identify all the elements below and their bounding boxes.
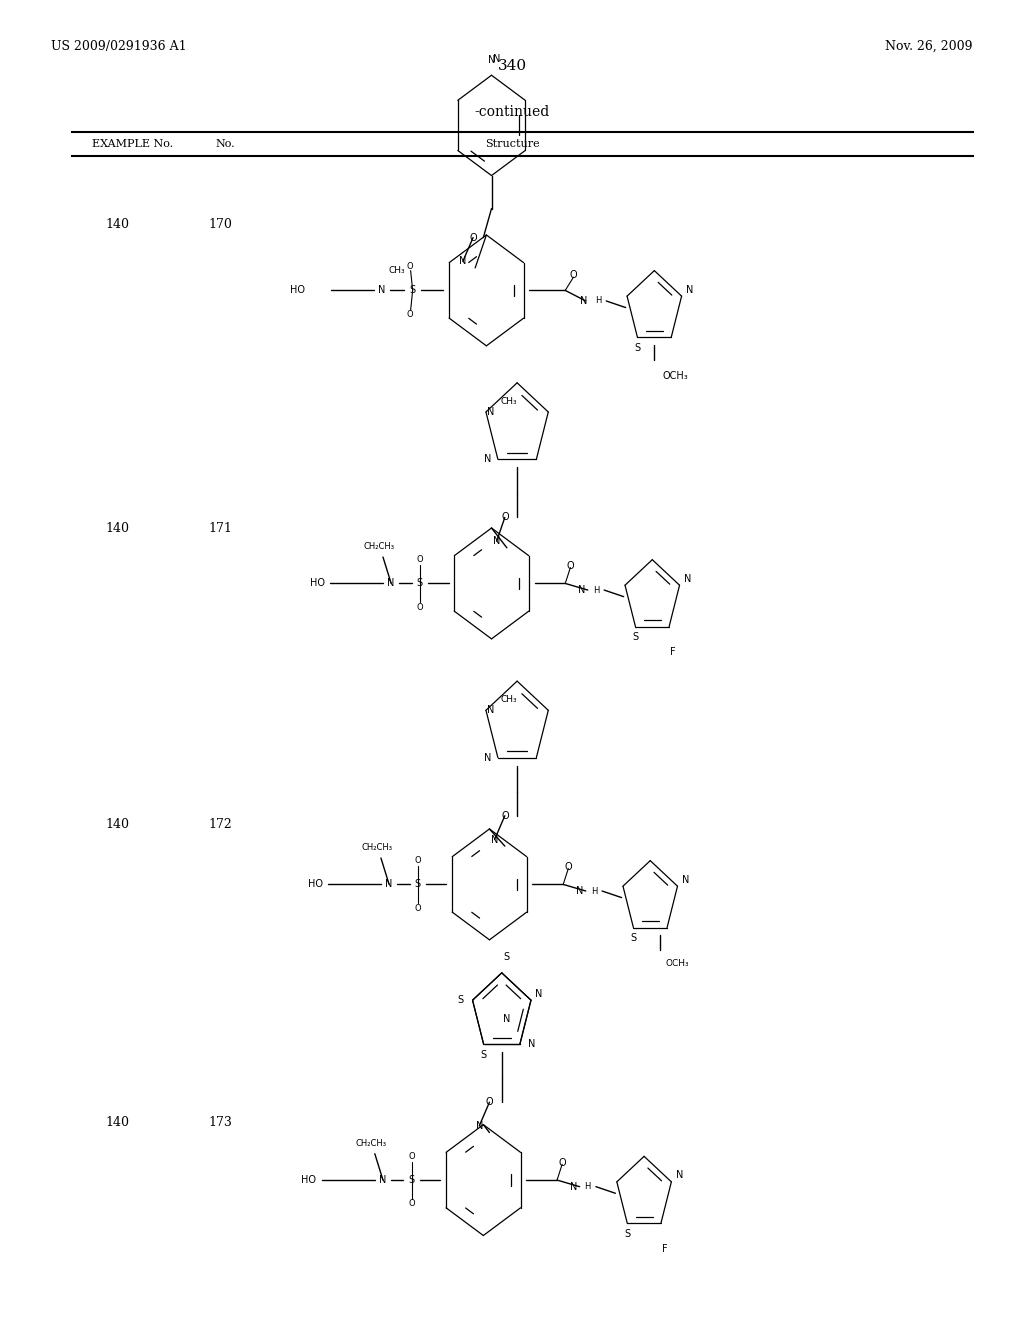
Text: N: N — [493, 536, 501, 546]
Text: N: N — [475, 1121, 483, 1131]
Text: O: O — [415, 904, 421, 912]
Text: N: N — [581, 296, 588, 306]
Text: 140: 140 — [105, 521, 130, 535]
Text: N: N — [378, 285, 386, 296]
Text: H: H — [585, 1183, 591, 1191]
Text: S: S — [504, 952, 510, 962]
Text: N: N — [484, 752, 492, 763]
Text: N: N — [487, 55, 496, 65]
Text: S: S — [409, 1175, 415, 1185]
Text: HO: HO — [290, 285, 305, 296]
Text: H: H — [593, 586, 599, 594]
Text: N: N — [493, 54, 501, 65]
Text: N: N — [459, 256, 467, 267]
Text: CH₃: CH₃ — [500, 397, 517, 407]
Text: N: N — [503, 1014, 511, 1024]
Text: N: N — [676, 1171, 683, 1180]
Text: 172: 172 — [208, 818, 232, 832]
Text: O: O — [564, 862, 572, 873]
Text: N: N — [579, 585, 586, 595]
Text: S: S — [631, 933, 637, 942]
Text: O: O — [485, 1097, 494, 1107]
Text: O: O — [469, 232, 477, 243]
Text: O: O — [417, 603, 423, 611]
Text: N: N — [387, 578, 395, 589]
Text: EXAMPLE No.: EXAMPLE No. — [92, 139, 173, 149]
Text: F: F — [662, 1243, 668, 1254]
Text: S: S — [457, 995, 463, 1006]
Text: N: N — [536, 989, 543, 999]
Text: Nov. 26, 2009: Nov. 26, 2009 — [886, 40, 973, 53]
Text: O: O — [566, 561, 574, 572]
Text: S: S — [415, 879, 421, 890]
Text: O: O — [407, 263, 413, 271]
Text: No.: No. — [215, 139, 234, 149]
Text: O: O — [407, 310, 413, 318]
Text: O: O — [558, 1158, 566, 1168]
Text: N: N — [385, 879, 393, 890]
Text: CH₃: CH₃ — [500, 696, 517, 705]
Text: S: S — [410, 285, 416, 296]
Text: N: N — [528, 1039, 536, 1049]
Text: N: N — [682, 875, 689, 884]
Text: N: N — [686, 285, 693, 294]
Text: OCH₃: OCH₃ — [666, 960, 689, 968]
Text: CH₂CH₃: CH₂CH₃ — [355, 1139, 386, 1147]
Text: O: O — [409, 1200, 415, 1208]
Text: 140: 140 — [105, 1115, 130, 1129]
Text: N: N — [487, 705, 495, 715]
Text: HO: HO — [309, 578, 325, 589]
Text: 170: 170 — [208, 218, 232, 231]
Text: 140: 140 — [105, 818, 130, 832]
Text: S: S — [480, 1049, 486, 1060]
Text: US 2009/0291936 A1: US 2009/0291936 A1 — [51, 40, 186, 53]
Text: CH₂CH₃: CH₂CH₃ — [364, 543, 394, 550]
Text: N: N — [484, 454, 492, 465]
Text: OCH₃: OCH₃ — [663, 371, 688, 381]
Text: CH₂CH₃: CH₂CH₃ — [361, 843, 392, 851]
Text: O: O — [501, 512, 509, 523]
Text: N: N — [490, 834, 499, 845]
Text: S: S — [417, 578, 423, 589]
Text: 173: 173 — [208, 1115, 232, 1129]
Text: H: H — [595, 297, 601, 305]
Text: O: O — [569, 269, 578, 280]
Text: O: O — [409, 1152, 415, 1160]
Text: 171: 171 — [208, 521, 232, 535]
Text: HO: HO — [307, 879, 323, 890]
Text: N: N — [570, 1181, 578, 1192]
Text: 140: 140 — [105, 218, 130, 231]
Text: CH₃: CH₃ — [389, 267, 406, 275]
Text: N: N — [684, 574, 691, 583]
Text: O: O — [501, 810, 509, 821]
Text: HO: HO — [301, 1175, 316, 1185]
Text: N: N — [577, 886, 584, 896]
Text: O: O — [415, 857, 421, 865]
Text: S: S — [635, 343, 641, 352]
Text: O: O — [417, 556, 423, 564]
Text: -continued: -continued — [474, 106, 550, 119]
Text: H: H — [591, 887, 597, 895]
Text: S: S — [633, 632, 639, 642]
Text: Structure: Structure — [484, 139, 540, 149]
Text: 340: 340 — [498, 59, 526, 73]
Text: F: F — [670, 647, 676, 657]
Text: S: S — [625, 1229, 631, 1238]
Text: N: N — [379, 1175, 387, 1185]
Text: N: N — [487, 407, 495, 417]
